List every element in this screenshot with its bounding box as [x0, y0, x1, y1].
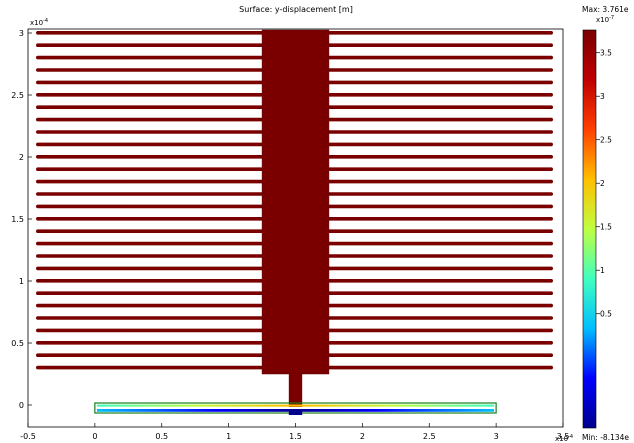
colorbar-min-label: Min: -8.134e	[582, 433, 629, 442]
y-tick-label: 1	[19, 277, 24, 286]
x-tick-label: 1.5	[289, 432, 302, 441]
axes: -0.5 0 0.5 1 1.5 2 2.5 3 3.5 0 0.5 1 1.5 2 2.5 3	[11, 29, 569, 441]
connecting-stem	[288, 374, 303, 407]
colorbar-ticks: 0.5 1 1.5 2 2.5 3 3.5	[596, 49, 612, 319]
y-tick-label: 3	[19, 29, 24, 38]
y-tick-label: 2.5	[11, 91, 24, 100]
y-tick-label: 1.5	[11, 215, 24, 224]
colorbar-max-label: Max: 3.761e	[582, 5, 629, 14]
x-tick-label: 3.5	[557, 432, 570, 441]
x-tick-label: 2	[360, 432, 365, 441]
colorbar-tick-label: 1.5	[600, 223, 612, 232]
colorbar-tick-label: 2.5	[600, 136, 612, 145]
y-axis-exponent: x10-4	[30, 18, 48, 27]
x-tick-label: 1	[226, 432, 231, 441]
x-tick-label: 0.5	[155, 432, 168, 441]
x-tick-label: 0	[92, 432, 97, 441]
colorbar-tick-label: 3	[600, 92, 605, 101]
colorbar-tick-label: 0.5	[600, 310, 612, 319]
colorbar-gradient	[582, 29, 597, 429]
colorbar-tick-label: 1	[600, 266, 605, 275]
plot-marks	[36, 29, 553, 415]
y-tick-label: 0	[19, 401, 24, 410]
x-tick-label: 2.5	[423, 432, 436, 441]
colorbar-tick-label: 3.5	[600, 49, 612, 58]
y-tick-label: 2	[19, 153, 24, 162]
x-tick-label: -0.5	[20, 432, 36, 441]
colorbar-tick-label: 2	[600, 179, 605, 188]
chart-title: Surface: y-displacement [m]	[239, 5, 353, 14]
beam-bottom-edge	[96, 409, 495, 412]
x-axis-exponent: x10-4	[555, 434, 573, 443]
beam-top-edge	[96, 404, 495, 407]
beam-anchor	[288, 411, 303, 415]
x-tick-label: 3	[494, 432, 499, 441]
colorbar: 0.5 1 1.5 2 2.5 3 3.5 Max: 3.761e x10-7 Min: -…	[582, 5, 629, 442]
shuttle-mass	[261, 29, 330, 375]
colorbar-exponent: x10-7	[596, 15, 614, 24]
y-tick-label: 0.5	[11, 339, 24, 348]
